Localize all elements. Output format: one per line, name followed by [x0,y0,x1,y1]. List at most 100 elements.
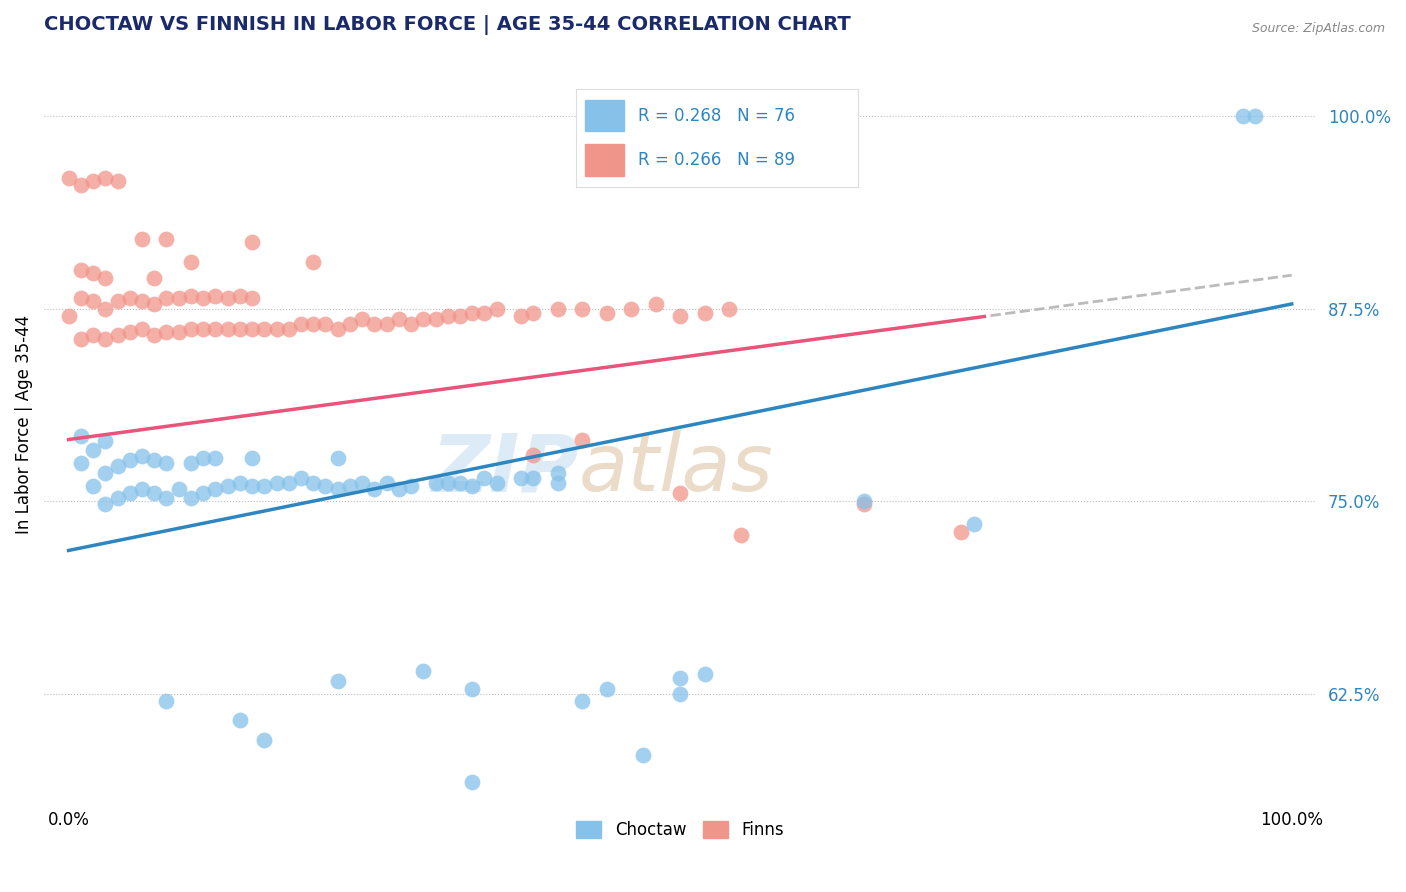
Point [82,327,104,342]
Point [191,291,214,305]
Point [253,733,276,747]
Point [118,486,141,500]
Text: CHOCTAW VS FINNISH IN LABOR FORCE | AGE 35-44 CORRELATION CHART: CHOCTAW VS FINNISH IN LABOR FORCE | AGE … [44,15,851,35]
Point [510,310,533,324]
Point [82,293,104,308]
Point [461,306,484,320]
Point [94,170,117,185]
Point [399,479,422,493]
Point [82,443,104,458]
Point [217,479,239,493]
Point [461,479,484,493]
Point [852,494,875,508]
Point [155,694,177,708]
Point [240,321,263,335]
Point [644,297,666,311]
Point [107,327,129,342]
Point [693,306,716,320]
Point [69,429,91,443]
Point [399,317,422,331]
Point [314,479,336,493]
Point [155,291,177,305]
Point [191,321,214,335]
Point [107,491,129,505]
Point [180,456,202,470]
Point [852,497,875,511]
Point [461,774,484,789]
Point [143,486,166,500]
Point [204,450,226,465]
Text: R = 0.266   N = 89: R = 0.266 N = 89 [638,151,796,169]
Point [167,291,190,305]
Point [449,310,471,324]
Point [547,467,569,481]
Point [950,524,973,539]
Point [436,310,458,324]
Point [131,450,153,464]
Point [94,497,117,511]
Point [94,467,117,481]
Point [522,306,544,320]
Point [180,491,202,505]
Point [522,471,544,485]
Point [375,475,398,490]
Point [69,263,91,277]
Point [180,255,202,269]
Point [155,325,177,339]
Bar [585,100,624,131]
Point [620,301,643,316]
Point [1244,109,1267,123]
Point [107,293,129,308]
Point [461,682,484,697]
Point [425,475,447,490]
Point [412,312,434,326]
Point [229,321,252,335]
Point [217,321,239,335]
Point [253,321,276,335]
Point [522,448,544,462]
Point [363,317,385,331]
Point [82,266,104,280]
Point [94,332,117,346]
Point [180,289,202,303]
Point [143,452,166,467]
Point [412,664,434,678]
Point [217,291,239,305]
Point [240,450,263,465]
Point [571,433,593,447]
Point [352,475,374,490]
Point [131,232,153,246]
Point [449,475,471,490]
Point [69,291,91,305]
Point [58,310,80,324]
Point [730,528,752,542]
Point [547,475,569,490]
Point [131,293,153,308]
Point [82,174,104,188]
Point [474,471,496,485]
Point [191,450,214,465]
Point [240,291,263,305]
Point [266,321,288,335]
Point [191,486,214,500]
Point [240,235,263,250]
Point [155,232,177,246]
Point [143,297,166,311]
Point [277,321,299,335]
Point [167,325,190,339]
Point [229,713,252,727]
Point [204,482,226,496]
Point [302,475,325,490]
Point [474,306,496,320]
Point [290,317,312,331]
Point [131,321,153,335]
Point [167,482,190,496]
Point [326,450,349,465]
Point [363,482,385,496]
Point [290,471,312,485]
Point [596,682,619,697]
Point [69,178,91,193]
Point [963,517,986,532]
Point [326,321,349,335]
Point [388,312,411,326]
